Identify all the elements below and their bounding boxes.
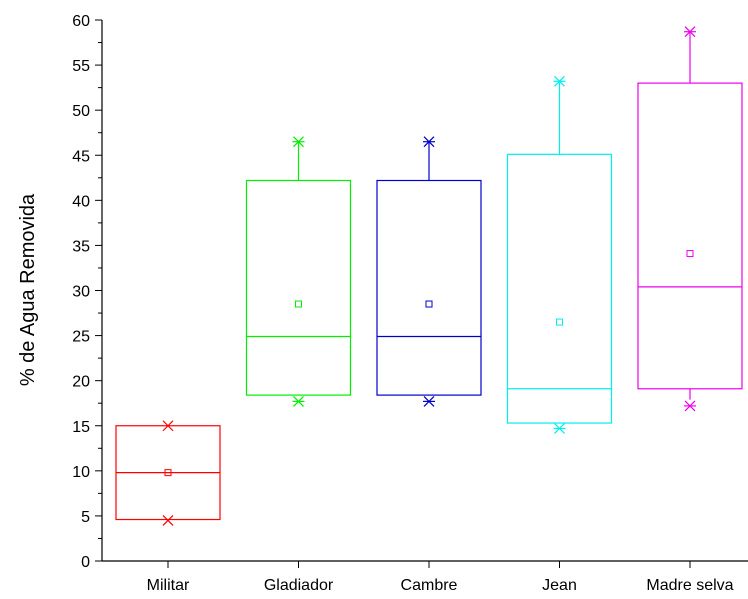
outlier-marker [292, 395, 305, 407]
y-tick-label: 5 [81, 509, 90, 526]
y-tick-label: 30 [72, 284, 90, 301]
axes: 0 5 10 15 20 25 30 35 40 45 50 55 60 Militar Gladiador… [72, 13, 748, 594]
outlier-marker [423, 395, 435, 407]
y-tick-label: 25 [72, 329, 90, 346]
x-tick-label: Cambre [401, 577, 458, 594]
y-tick-label: 45 [72, 148, 90, 165]
box-group [376, 136, 482, 407]
box [506, 153, 613, 424]
boxes [115, 26, 743, 526]
y-tick-label: 10 [72, 464, 90, 481]
y-tick-label: 35 [72, 238, 90, 255]
box-group [115, 420, 221, 526]
mean-marker [686, 250, 694, 258]
box-group [637, 26, 743, 412]
y-tick-label: 50 [72, 103, 90, 120]
y-tick-label: 20 [72, 374, 90, 391]
x-tick-label: Jean [542, 577, 577, 594]
y-tick-label: 60 [72, 13, 90, 30]
mean-marker [425, 300, 433, 308]
box [376, 179, 482, 396]
x-tick-label: Madre selva [646, 577, 733, 594]
y-tick-label: 15 [72, 419, 90, 436]
outlier-marker [553, 423, 566, 434]
box-group [245, 136, 352, 407]
mean-marker [164, 469, 172, 477]
outlier-marker [684, 26, 696, 38]
box [637, 82, 743, 390]
outlier-marker [292, 136, 305, 148]
box-group [506, 75, 613, 434]
outlier-marker [553, 75, 566, 87]
box [245, 179, 352, 396]
mean-marker [556, 318, 563, 326]
outlier-marker [162, 515, 174, 526]
y-tick-label: 55 [72, 58, 90, 75]
x-tick-label: Gladiador [264, 577, 334, 594]
outlier-stroke [162, 515, 174, 526]
y-axis-label: % de Agua Removida [17, 193, 39, 386]
outlier-marker [162, 420, 174, 432]
outlier-marker [423, 136, 435, 148]
y-tick-label: 0 [81, 554, 90, 571]
outlier-stroke [162, 420, 174, 432]
y-tick-label: 40 [72, 193, 90, 210]
mean-marker [295, 300, 302, 308]
x-tick-label: Militar [147, 577, 190, 594]
outlier-marker [684, 400, 696, 412]
